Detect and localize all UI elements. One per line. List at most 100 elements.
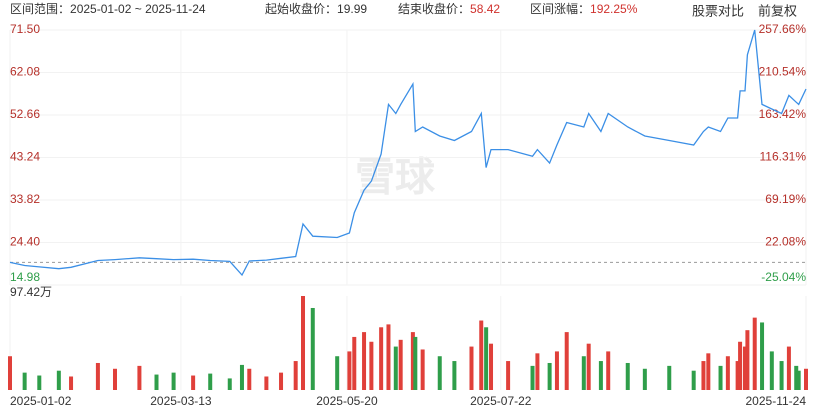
- volume-bar: [469, 346, 474, 390]
- volume-bar: [56, 370, 61, 390]
- y-tick-label: 14.98: [10, 270, 40, 284]
- volume-bar: [239, 364, 244, 390]
- end-label: 结束收盘价：: [398, 1, 470, 16]
- volume-bar: [718, 365, 723, 390]
- y-tick-label: 24.40: [10, 235, 40, 249]
- volume-bar: [691, 370, 696, 390]
- volume-bar: [642, 368, 647, 390]
- end: 结束收盘价：58.42: [398, 1, 500, 16]
- y-tick-label: 62.08: [10, 65, 40, 79]
- volume-tick-label: 97.42万: [10, 285, 52, 299]
- volume-bar: [667, 365, 672, 390]
- volume-bar: [530, 365, 535, 390]
- x-tick-label: 2025-05-20: [316, 394, 378, 408]
- volume-bar: [208, 373, 213, 390]
- volume-bar: [625, 362, 630, 390]
- volume-bar: [362, 332, 367, 390]
- volume-bar: [745, 330, 750, 390]
- volume-bar: [247, 368, 252, 390]
- volume-bar: [484, 327, 489, 390]
- volume-bar: [8, 356, 12, 390]
- range-label: 区间范围：: [10, 2, 70, 16]
- volume-bar: [706, 353, 711, 390]
- volume-bar: [738, 341, 743, 390]
- volume-bar: [489, 343, 494, 390]
- y2-tick-label: 210.54%: [759, 65, 807, 79]
- volume-bar: [352, 336, 357, 390]
- volume-bar: [398, 339, 403, 390]
- volume-bar: [310, 307, 315, 390]
- volume-bar: [393, 346, 398, 390]
- volume-bar: [547, 362, 552, 390]
- volume-bar: [452, 361, 457, 390]
- y-tick-label: 33.82: [10, 192, 40, 206]
- volume-bar: [804, 368, 808, 390]
- volume-bar: [506, 361, 511, 390]
- x-tick-label: 2025-03-13: [150, 394, 212, 408]
- volume-bar: [69, 376, 74, 390]
- y2-tick-label: -25.04%: [761, 270, 806, 284]
- volume-bar: [581, 356, 586, 390]
- start: 起始收盘价：19.99: [265, 1, 367, 16]
- volume-bar: [410, 332, 415, 390]
- volume-bar: [293, 361, 298, 390]
- change: 区间涨幅：192.25%: [530, 1, 638, 16]
- y-tick-label: 43.24: [10, 150, 40, 164]
- volume-bar: [742, 346, 747, 390]
- volume-bar: [227, 378, 232, 390]
- y-tick-label: 71.50: [10, 22, 40, 36]
- volume-bar: [191, 375, 196, 390]
- volume-bar: [701, 361, 706, 390]
- volume-bar: [769, 351, 774, 390]
- volume-bar: [535, 353, 540, 390]
- volume-bar: [760, 322, 765, 390]
- volume-bar: [347, 351, 352, 390]
- volume-bar: [379, 327, 384, 390]
- volume-bar: [479, 320, 484, 390]
- start-label: 起始收盘价：: [265, 1, 337, 16]
- volume-bar: [386, 324, 391, 390]
- volume-bar: [779, 361, 784, 390]
- volume-bar: [95, 362, 100, 390]
- button[interactable]: 前复权: [758, 3, 797, 18]
- y2-tick-label: 116.31%: [760, 150, 807, 164]
- x-tick-label: 2025-01-02: [10, 394, 72, 408]
- x-tick-label: 2025-07-22: [470, 394, 532, 408]
- volume-bar: [37, 375, 42, 390]
- change-label: 区间涨幅：: [530, 1, 590, 16]
- volume-bar: [154, 374, 159, 390]
- y2-tick-label: 163.42%: [759, 107, 807, 121]
- watermark: 雪球: [355, 156, 436, 200]
- volume-bar: [554, 351, 559, 390]
- volume-bar: [794, 365, 799, 390]
- volume-bar: [437, 356, 442, 390]
- volume-bar: [420, 349, 425, 390]
- y2-tick-label: 257.66%: [759, 22, 807, 36]
- volume-bar: [796, 370, 801, 390]
- y2-tick-label: 22.08%: [765, 235, 806, 249]
- price-line: [9, 29, 807, 277]
- volume-bar: [137, 365, 142, 390]
- range: 区间范围：2025-01-02 ~ 2025-11-24: [10, 2, 206, 16]
- volume-bar: [586, 343, 591, 390]
- change-value: 192.25%: [590, 2, 638, 16]
- x-tick-label: 2025-11-24: [746, 394, 807, 408]
- range-value: 2025-01-02 ~ 2025-11-24: [70, 2, 206, 16]
- volume-bar: [369, 341, 374, 390]
- volume-bar: [752, 317, 757, 390]
- y-tick-label: 52.66: [10, 107, 40, 121]
- volume-bar: [735, 361, 740, 390]
- volume-bar: [564, 332, 569, 390]
- button[interactable]: 股票对比: [692, 3, 744, 18]
- volume-bar: [606, 351, 611, 390]
- volume-bar: [335, 356, 340, 390]
- end-value: 58.42: [470, 2, 500, 16]
- volume-bar: [725, 356, 730, 390]
- volume-bar: [279, 372, 284, 390]
- volume-bar: [264, 376, 269, 390]
- y2-tick-label: 69.19%: [765, 192, 806, 206]
- volume-bar: [598, 361, 603, 390]
- volume-bar: [301, 296, 306, 390]
- volume-bar: [112, 368, 117, 390]
